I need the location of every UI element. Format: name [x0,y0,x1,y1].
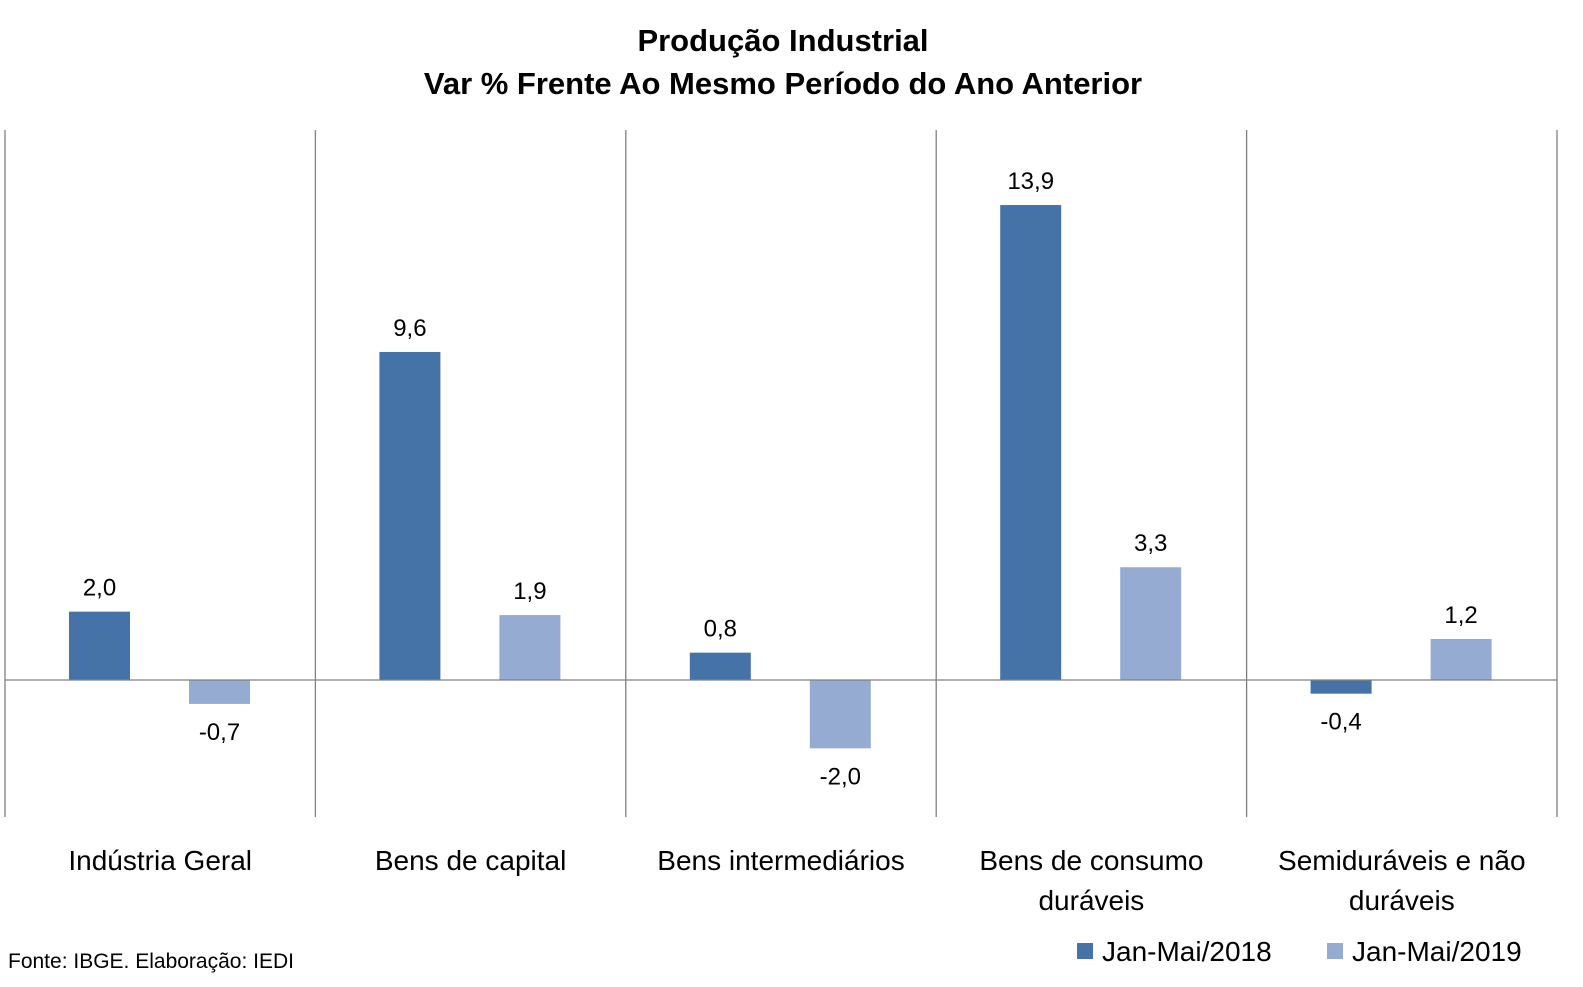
bar-2018 [69,611,130,680]
category-label: duráveis [1349,885,1455,916]
bar-2019 [809,680,871,749]
data-label: -2,0 [820,763,861,790]
bar-2019 [189,680,250,704]
category-label: duráveis [1038,885,1144,916]
data-label: -0,4 [1320,709,1361,736]
legend-label: Jan-Mai/2019 [1352,936,1522,967]
data-label: 13,9 [1007,168,1054,195]
category-label: Semiduráveis e não [1278,845,1525,876]
category-label: Bens intermediários [657,845,904,876]
category-label: Indústria Geral [68,845,252,876]
data-label: 2,0 [83,575,116,602]
chart-title: Produção Industrial [637,23,928,58]
bar-2019 [1120,567,1182,680]
data-label: 1,9 [513,578,546,605]
legend-label: Jan-Mai/2018 [1102,936,1272,967]
data-label: 3,3 [1134,530,1167,557]
chart-subtitle: Var % Frente Ao Mesmo Período do Ano Ant… [424,66,1142,101]
bar-2018 [689,652,751,680]
category-label: Bens de consumo [979,845,1203,876]
data-label: -0,7 [199,719,240,746]
bar-2019 [499,615,561,680]
data-label: 9,6 [393,315,426,342]
bar-2019 [1430,638,1492,680]
legend-swatch [1327,943,1343,959]
data-label: 0,8 [704,616,737,643]
category-label: Bens de capital [375,845,566,876]
bar-2018 [1310,680,1372,694]
data-label: 1,2 [1444,602,1477,629]
bar-2018 [1000,205,1062,681]
legend-swatch [1077,943,1093,959]
bar-2018 [379,351,441,680]
source-note: Fonte: IBGE. Elaboração: IEDI [8,950,294,973]
